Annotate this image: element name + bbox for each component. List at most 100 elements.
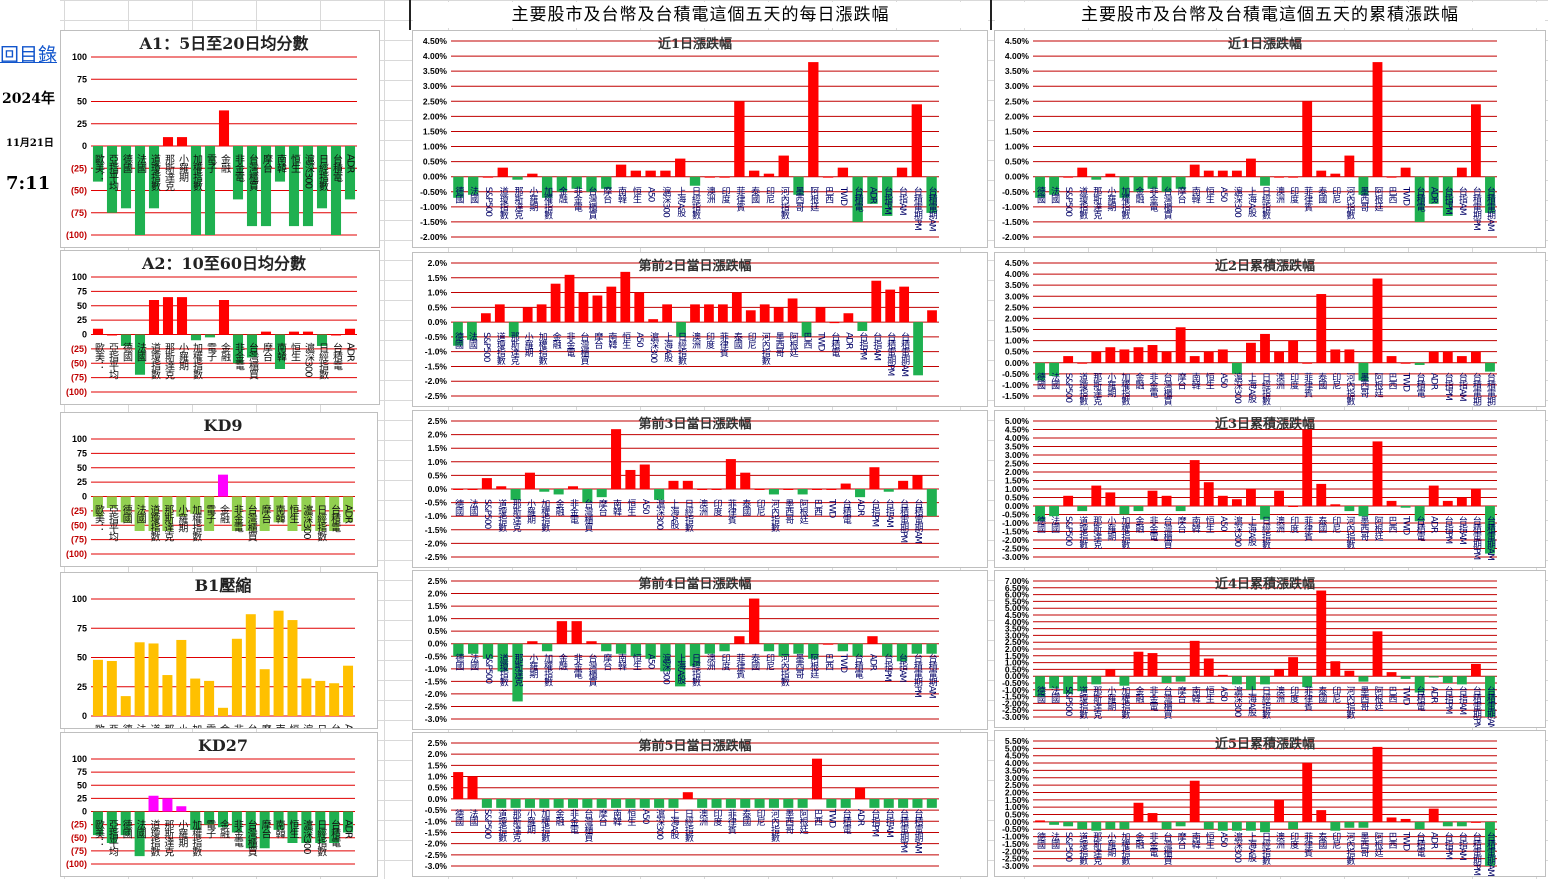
y-tick-label: -3.0%	[425, 861, 448, 871]
y-tick-label: 3.00%	[1005, 81, 1030, 91]
y-tick-label: 5.00%	[1005, 416, 1030, 426]
bar	[1063, 356, 1074, 363]
bar	[748, 170, 760, 177]
category-label: 阿根廷	[808, 187, 819, 212]
y-tick-label: -2.5%	[425, 701, 448, 711]
category-label: 南韓	[273, 723, 285, 728]
category-label: 河內指數	[779, 653, 790, 688]
chart-svg: 2.5%2.0%1.5% 1.0%0.5%0.0%-0.5%-1.0%-1.5% -…	[425, 738, 939, 871]
bar	[1203, 658, 1214, 677]
bar	[1175, 676, 1186, 682]
bar	[778, 643, 789, 657]
category-label: 道瓊指數	[1077, 831, 1088, 866]
bar	[768, 798, 779, 808]
bar	[1133, 802, 1144, 822]
bar	[527, 173, 538, 177]
bar	[1175, 506, 1186, 512]
category-label: A50	[646, 187, 656, 203]
category-label: 台積電期PM	[885, 331, 896, 376]
category-label: 加權指數	[1119, 187, 1130, 221]
bar	[582, 489, 593, 503]
bar	[329, 683, 340, 716]
bar	[1077, 676, 1088, 692]
bar	[1386, 817, 1397, 822]
category-label: TWD	[838, 653, 848, 673]
category-label: 阿根廷	[1372, 832, 1383, 857]
y-tick-label: 4.00%	[1005, 433, 1030, 443]
category-label: 台積電	[329, 723, 341, 728]
category-label: 南韓	[611, 498, 622, 517]
y-tick-label: 4.50%	[1005, 751, 1030, 761]
y-tick-label: 4.50%	[1005, 425, 1030, 435]
y-tick-label: 1.50%	[1005, 476, 1030, 486]
bar	[852, 176, 863, 222]
bar	[287, 811, 298, 843]
category-label: 加權指數	[190, 819, 202, 857]
category-label: 日經指數	[1260, 832, 1271, 866]
bar	[316, 146, 328, 209]
bar	[682, 792, 693, 799]
category-label: 加權指數	[542, 187, 553, 221]
category-label: 加權指數	[539, 809, 550, 843]
y-tick-label: -0.50%	[1002, 187, 1029, 197]
category-label: 日經指數	[317, 343, 329, 381]
bar	[176, 806, 187, 812]
category-label: 台指AM	[884, 808, 895, 837]
bar	[1358, 362, 1369, 381]
category-label: 台積電	[841, 808, 852, 834]
category-label: 恒生	[625, 498, 636, 516]
bar	[162, 798, 173, 812]
sidebar: 回目錄 2024年 11月21日 7:11	[0, 0, 60, 879]
y-tick-label: 0.50%	[423, 157, 448, 167]
category-label: 印尼	[1330, 515, 1341, 534]
chart-svg: 7.00%6.50%6.00%5.50%5.00%4.50%4.00%3.50%…	[1002, 576, 1497, 727]
bar	[1035, 676, 1045, 697]
category-label: 金融	[219, 341, 231, 362]
category-label: 非金電	[231, 504, 243, 532]
category-label: 台指AM	[1457, 515, 1468, 544]
category-label: 南韓	[616, 186, 627, 205]
category-label: 台積電	[853, 186, 864, 212]
category-label: 巴西	[1387, 832, 1398, 850]
category-label: 小羅期	[527, 187, 538, 213]
bar	[1442, 176, 1453, 216]
y-tick-label: 25	[77, 477, 87, 487]
category-label: 台指AM	[1457, 685, 1468, 714]
y-tick-label: (75)	[71, 535, 87, 545]
category-label: 道瓊指數	[148, 723, 160, 728]
y-tick-label: 3.50%	[1005, 624, 1030, 634]
category-label: 歐美：	[92, 818, 104, 846]
category-label: 法國	[135, 153, 147, 174]
category-label: 法國	[468, 653, 479, 672]
y-tick-label: 4.50%	[1005, 36, 1030, 46]
y-tick-label: (50)	[71, 186, 87, 196]
bar	[1147, 653, 1158, 677]
category-label: 那斯達克	[513, 654, 524, 688]
bar	[204, 146, 216, 235]
bar	[120, 146, 132, 209]
bar	[1442, 821, 1453, 827]
y-tick-label: 4.50%	[1005, 610, 1030, 620]
category-label: 印度	[704, 331, 715, 350]
bar	[1049, 506, 1060, 517]
bar	[615, 164, 627, 177]
bar	[1063, 176, 1074, 178]
bar	[883, 489, 894, 492]
category-label: 加權指數	[1119, 832, 1130, 866]
category-label: 墨西哥	[794, 187, 805, 212]
bar	[668, 798, 679, 808]
category-label: 台指PM	[869, 498, 880, 527]
category-label: 日經指數	[690, 654, 701, 688]
chart-svg: 2.0% 1.5% 1.0% 0.5% 0.0% -0.5% -1.0% -1.5% -2.0%…	[425, 258, 939, 401]
bar	[615, 643, 627, 654]
category-label: 滬深300	[303, 341, 315, 377]
back-to-index-link[interactable]: 回目錄	[0, 44, 58, 66]
category-label: 南韓	[616, 653, 627, 672]
y-tick-label: -1.00%	[1002, 832, 1029, 842]
bar	[1414, 821, 1425, 830]
category-label: 摩台	[601, 186, 612, 205]
category-label: 阿根廷	[1372, 187, 1383, 212]
y-tick-label: 2.50%	[1005, 302, 1030, 312]
category-label: 道瓊指數	[498, 653, 509, 688]
bar	[869, 798, 880, 808]
